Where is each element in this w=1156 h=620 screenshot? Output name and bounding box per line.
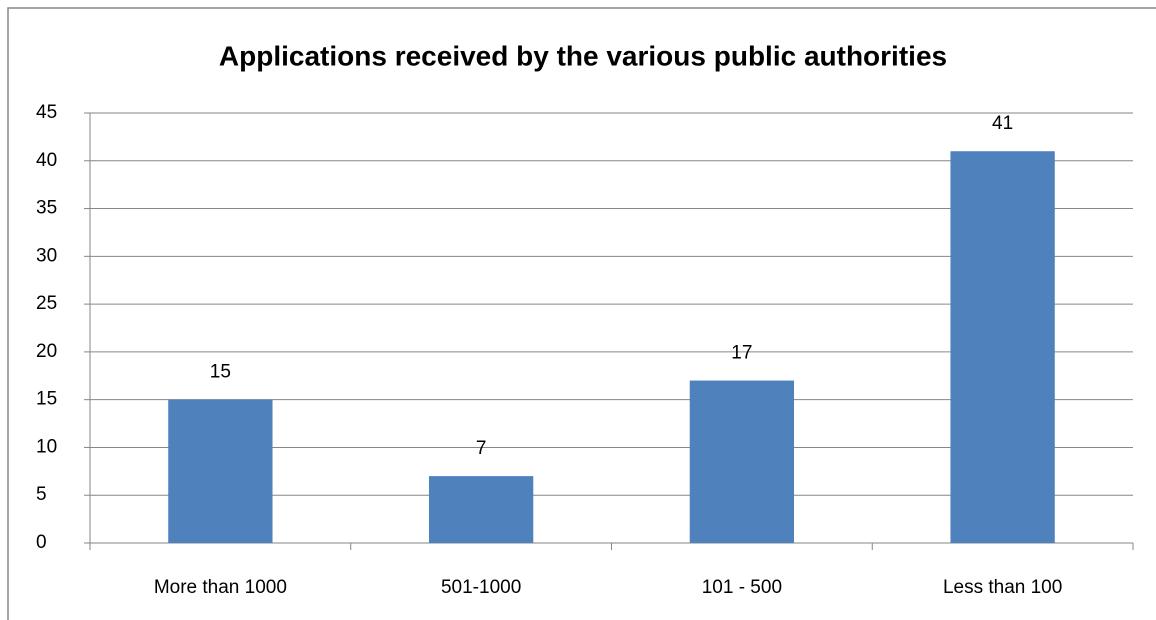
x-tick-label: Less than 100 — [943, 577, 1062, 598]
y-tick-label: 25 — [36, 293, 57, 314]
x-tick-label: 101 - 500 — [702, 577, 782, 598]
chart-title: Applications received by the various pub… — [219, 40, 947, 71]
x-tick-label: More than 1000 — [154, 577, 287, 598]
bar — [168, 399, 273, 543]
bar — [428, 476, 534, 543]
y-tick-label: 45 — [36, 102, 57, 123]
bar — [950, 151, 1055, 543]
x-tick-label: 501-1000 — [441, 577, 521, 598]
data-label: 7 — [476, 438, 487, 459]
y-tick-label: 5 — [36, 484, 47, 505]
bar — [689, 380, 795, 543]
y-tick-label: 40 — [36, 150, 57, 171]
y-tick-label: 15 — [36, 389, 57, 410]
y-tick-label: 20 — [36, 341, 57, 362]
y-tick-label: 10 — [36, 436, 57, 457]
y-tick-label: 0 — [36, 532, 47, 553]
y-tick-label: 35 — [36, 198, 57, 219]
y-tick-label: 30 — [36, 245, 57, 266]
chart-border — [7, 7, 1156, 620]
data-label: 41 — [992, 113, 1013, 134]
data-label: 15 — [210, 362, 231, 383]
data-label: 17 — [731, 343, 752, 364]
